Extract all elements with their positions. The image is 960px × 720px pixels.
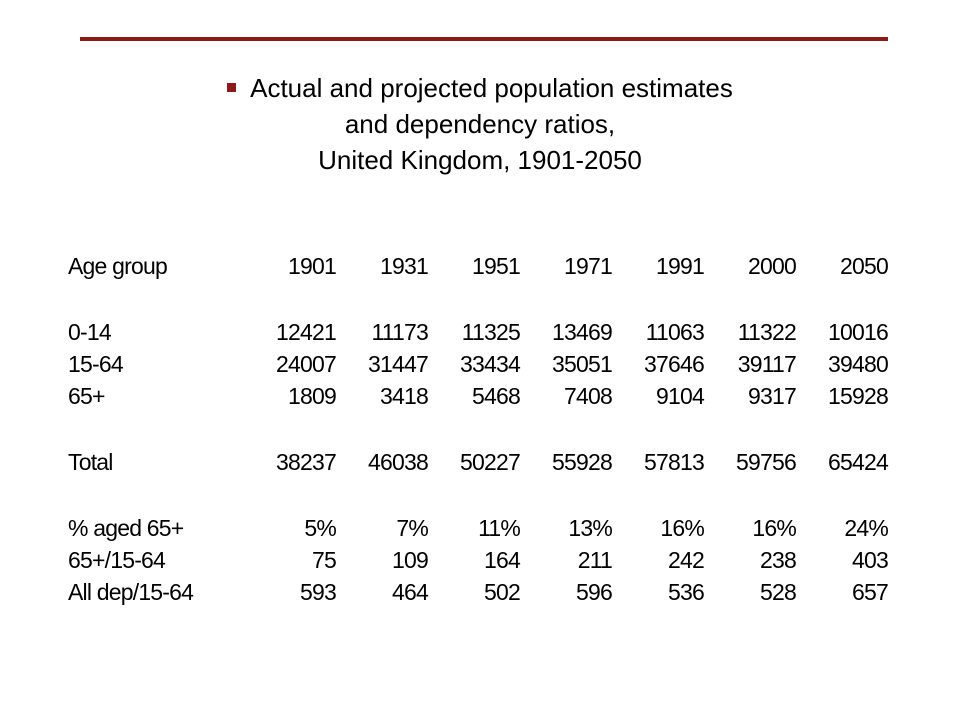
population-table: Age group 1901 1931 1951 1971 1991 2000 … — [68, 250, 889, 608]
table-cell: 528 — [760, 579, 797, 605]
column-header: 1931 — [380, 253, 429, 279]
square-bullet-icon — [227, 82, 237, 92]
row-label: Total — [68, 449, 113, 475]
table-cell: 12421 — [276, 319, 337, 345]
row-label: 0-14 — [68, 319, 112, 345]
title-line-2: and dependency ratios, — [344, 109, 616, 139]
table-cell: 7408 — [564, 383, 613, 409]
top-divider — [80, 37, 888, 41]
table-cell: 9104 — [656, 383, 705, 409]
title-line-1: Actual and projected population estimate… — [120, 70, 840, 106]
table-cell: 55928 — [552, 449, 613, 475]
table-cell: 31447 — [368, 351, 429, 377]
table-cell: 502 — [484, 579, 521, 605]
table-row: 65+ 1809 3418 5468 7408 9104 9317 15928 — [68, 380, 889, 412]
table-row: 15-64 24007 31447 33434 35051 37646 3911… — [68, 348, 889, 380]
table-cell: 13% — [568, 515, 612, 541]
column-header: Age group — [68, 253, 168, 279]
table-cell: 50227 — [460, 449, 521, 475]
row-label: 65+/15-64 — [68, 547, 166, 573]
table-cell: 11325 — [461, 319, 521, 345]
table-cell: 1809 — [288, 383, 337, 409]
table-row-total: Total 38237 46038 50227 55928 57813 5975… — [68, 446, 889, 478]
table-cell: 35051 — [552, 351, 613, 377]
table-cell: 37646 — [644, 351, 705, 377]
table-cell: 65424 — [828, 449, 889, 475]
column-header: 2000 — [748, 253, 797, 279]
table-cell: 10016 — [828, 319, 889, 345]
table-cell: 238 — [760, 547, 797, 573]
table-cell: 5468 — [472, 383, 521, 409]
table-cell: 24007 — [276, 351, 337, 377]
table-cell: 16% — [660, 515, 704, 541]
table-cell: 657 — [852, 579, 889, 605]
table-cell: 596 — [576, 579, 613, 605]
table-cell: 57813 — [644, 449, 705, 475]
slide-title: Actual and projected population estimate… — [120, 70, 840, 178]
column-header: 1951 — [472, 253, 521, 279]
table-cell: 16% — [752, 515, 796, 541]
table-cell: 593 — [300, 579, 337, 605]
table-row: % aged 65+ 5% 7% 11% 13% 16% 16% 24% — [68, 512, 889, 544]
table-cell: 15928 — [828, 383, 889, 409]
table-cell: 403 — [852, 547, 889, 573]
table-cell: 3418 — [380, 383, 429, 409]
table-cell: 39117 — [737, 351, 797, 377]
table-cell: 464 — [392, 579, 429, 605]
table-cell: 242 — [668, 547, 705, 573]
row-label: % aged 65+ — [68, 515, 184, 541]
table-cell: 5% — [304, 515, 336, 541]
title-line-3: United Kingdom, 1901-2050 — [318, 145, 642, 175]
table-cell: 11% — [478, 515, 521, 541]
table-row: 65+/15-64 75 109 164 211 242 238 403 — [68, 544, 889, 576]
table-cell: 11063 — [645, 319, 705, 345]
table-cell: 33434 — [460, 351, 521, 377]
table-cell: 7% — [396, 515, 428, 541]
table-header-row: Age group 1901 1931 1951 1971 1991 2000 … — [68, 250, 889, 282]
table-cell: 109 — [392, 547, 429, 573]
column-header: 1901 — [288, 253, 337, 279]
table-cell: 13469 — [552, 319, 613, 345]
title-line-1-text: Actual and projected population estimate… — [250, 73, 733, 103]
column-header: 1991 — [656, 253, 705, 279]
table-cell: 75 — [312, 547, 337, 573]
table-cell: 46038 — [368, 449, 429, 475]
column-header: 2050 — [840, 253, 889, 279]
table-cell: 211 — [577, 547, 613, 573]
table-cell: 11322 — [737, 319, 797, 345]
row-label: 15-64 — [68, 351, 124, 377]
table-row: All dep/15-64 593 464 502 596 536 528 65… — [68, 576, 889, 608]
row-label: All dep/15-64 — [68, 579, 194, 605]
table-cell: 11173 — [371, 319, 428, 345]
table-cell: 39480 — [828, 351, 889, 377]
table-cell: 59756 — [736, 449, 797, 475]
table-cell: 164 — [484, 547, 521, 573]
table-row: 0-14 12421 11173 11325 13469 11063 11322… — [68, 316, 889, 348]
row-label: 65+ — [68, 383, 105, 409]
column-header: 1971 — [564, 253, 613, 279]
table-cell: 536 — [668, 579, 705, 605]
table-cell: 9317 — [748, 383, 797, 409]
table-cell: 24% — [844, 515, 888, 541]
table-cell: 38237 — [276, 449, 337, 475]
